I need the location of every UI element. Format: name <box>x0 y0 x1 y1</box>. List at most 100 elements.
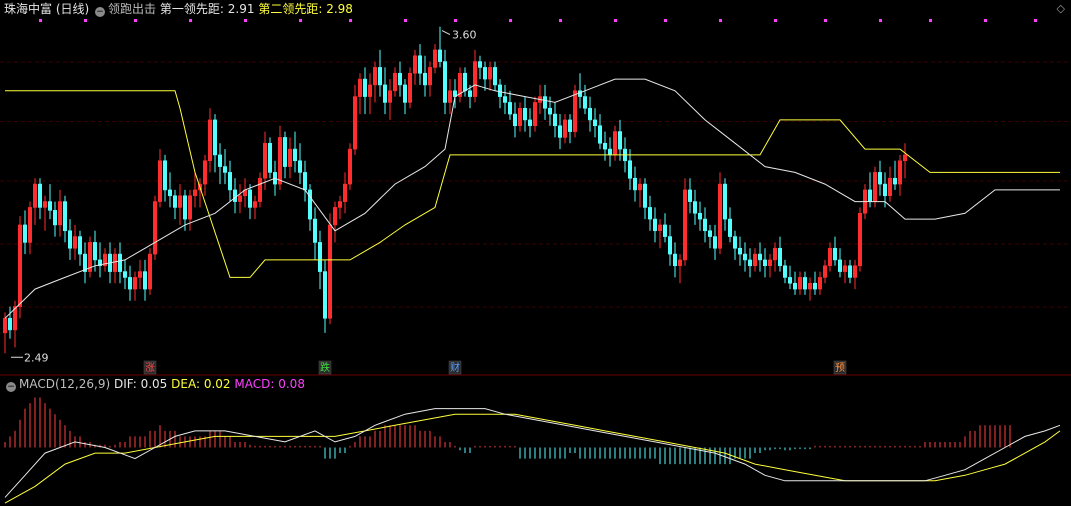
candle-body-84 <box>422 72 427 86</box>
event-marker-2: 财 <box>450 361 460 374</box>
candle-body-119 <box>597 125 602 144</box>
candle-body-165 <box>827 247 832 267</box>
candle-body-4 <box>22 224 27 243</box>
candle-body-41 <box>208 119 213 162</box>
signal-dot-11 <box>614 19 617 22</box>
candle-body-176 <box>882 183 887 197</box>
candle-body-112 <box>562 119 567 138</box>
signal-dot-6 <box>349 19 352 22</box>
candle-body-25 <box>128 277 133 290</box>
signal-dot-19 <box>1034 19 1037 22</box>
candle-body-47 <box>238 195 243 202</box>
candle-body-152 <box>762 259 767 267</box>
candle-body-67 <box>337 201 342 208</box>
mid-lead-line <box>4 78 1060 319</box>
indicator-toggle-icon[interactable]: − <box>95 7 106 17</box>
macd-name[interactable]: MACD(12,26,9) <box>19 377 111 391</box>
candle-body-17 <box>88 242 93 272</box>
candle-body-131 <box>657 224 662 232</box>
collapse-diamond-icon[interactable]: ◇ <box>1056 2 1065 15</box>
candle-body-57 <box>287 148 292 167</box>
indicator-name[interactable]: 领跑出击 <box>108 2 157 16</box>
candle-body-110 <box>552 113 557 127</box>
signal-dot-18 <box>984 19 987 22</box>
signal-dot-5 <box>299 19 302 22</box>
candle-body-166 <box>832 247 837 261</box>
first-lead-label: 第一领先距: <box>159 2 224 16</box>
candle-body-82 <box>412 55 417 74</box>
candle-body-128 <box>642 183 647 208</box>
candle-body-159 <box>797 277 802 290</box>
signal-dot-13 <box>719 19 722 22</box>
candle-body-144 <box>722 183 727 220</box>
candle-body-26 <box>133 277 138 290</box>
candle-body-99 <box>497 84 502 97</box>
candle-body-155 <box>777 247 782 267</box>
candle-body-34 <box>173 195 178 208</box>
candle-body-76 <box>382 84 387 103</box>
candle-body-127 <box>637 183 642 191</box>
signal-dot-14 <box>774 19 777 22</box>
signal-dot-16 <box>879 19 882 22</box>
event-marker-1: 跌 <box>320 361 330 374</box>
second-lead-label: 第二领先距: <box>258 2 323 16</box>
candle-body-88 <box>442 61 447 103</box>
candle-body-137 <box>687 189 692 202</box>
macd-header: − MACD(12,26,9) DIF: 0.05 DEA: 0.02 MACD:… <box>4 377 305 392</box>
candle-body-111 <box>557 125 562 138</box>
candle-body-136 <box>682 189 687 261</box>
candle-body-64 <box>322 271 327 319</box>
event-marker-3: 预 <box>835 362 845 374</box>
candle-body-30 <box>153 201 158 255</box>
candle-body-140 <box>702 218 707 232</box>
event-marker-box-2 <box>448 360 462 375</box>
candle-body-129 <box>647 207 652 220</box>
candle-body-105 <box>527 119 532 127</box>
candle-body-0 <box>2 317 8 334</box>
candle-body-66 <box>332 207 337 226</box>
candle-body-29 <box>148 253 153 290</box>
signal-dot-17 <box>929 19 932 22</box>
high-price-label: 3.60 <box>452 29 477 42</box>
candle-body-168 <box>842 265 847 272</box>
candle-body-106 <box>532 102 537 127</box>
candle-body-5 <box>27 207 32 243</box>
candle-body-46 <box>233 189 238 202</box>
event-marker-0: 涨 <box>145 362 155 374</box>
candle-body-18 <box>93 242 98 261</box>
macd-toggle-icon[interactable]: − <box>6 382 16 392</box>
candle-body-109 <box>547 107 552 115</box>
stock-name: 珠海中富 <box>4 2 53 16</box>
candle-body-178 <box>892 177 897 185</box>
candle-body-79 <box>397 72 402 86</box>
candle-body-98 <box>492 67 497 86</box>
candle-body-151 <box>757 253 762 261</box>
candle-body-180 <box>902 154 907 162</box>
candle-body-19 <box>98 259 103 267</box>
candle-body-53 <box>267 142 272 173</box>
candle-body-91 <box>457 72 462 97</box>
candle-body-161 <box>807 282 812 290</box>
candle-body-101 <box>507 102 512 115</box>
candle-body-143 <box>717 183 722 249</box>
main-chart-header: 珠海中富 (日线) − 领跑出击 第一领先距: 2.91 第二领先距: 2.98 <box>4 2 353 17</box>
signal-dot-4 <box>244 19 247 22</box>
candle-body-153 <box>767 259 772 267</box>
candle-body-58 <box>292 148 297 162</box>
candle-body-174 <box>872 172 877 202</box>
candle-body-51 <box>257 177 262 202</box>
candle-body-24 <box>123 271 128 278</box>
candle-body-74 <box>372 67 377 86</box>
candle-body-16 <box>83 253 88 272</box>
candle-body-118 <box>592 119 597 127</box>
candle-body-28 <box>143 271 148 290</box>
candle-body-60 <box>302 172 307 191</box>
candle-body-86 <box>432 49 437 68</box>
candle-body-6 <box>32 183 37 208</box>
event-marker-box-3 <box>833 360 847 375</box>
candle-body-154 <box>772 247 777 261</box>
event-marker-box-0 <box>143 360 157 375</box>
candle-body-35 <box>178 195 183 208</box>
